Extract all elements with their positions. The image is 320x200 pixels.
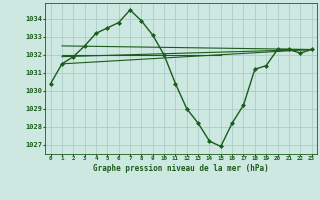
X-axis label: Graphe pression niveau de la mer (hPa): Graphe pression niveau de la mer (hPa) (93, 164, 269, 173)
